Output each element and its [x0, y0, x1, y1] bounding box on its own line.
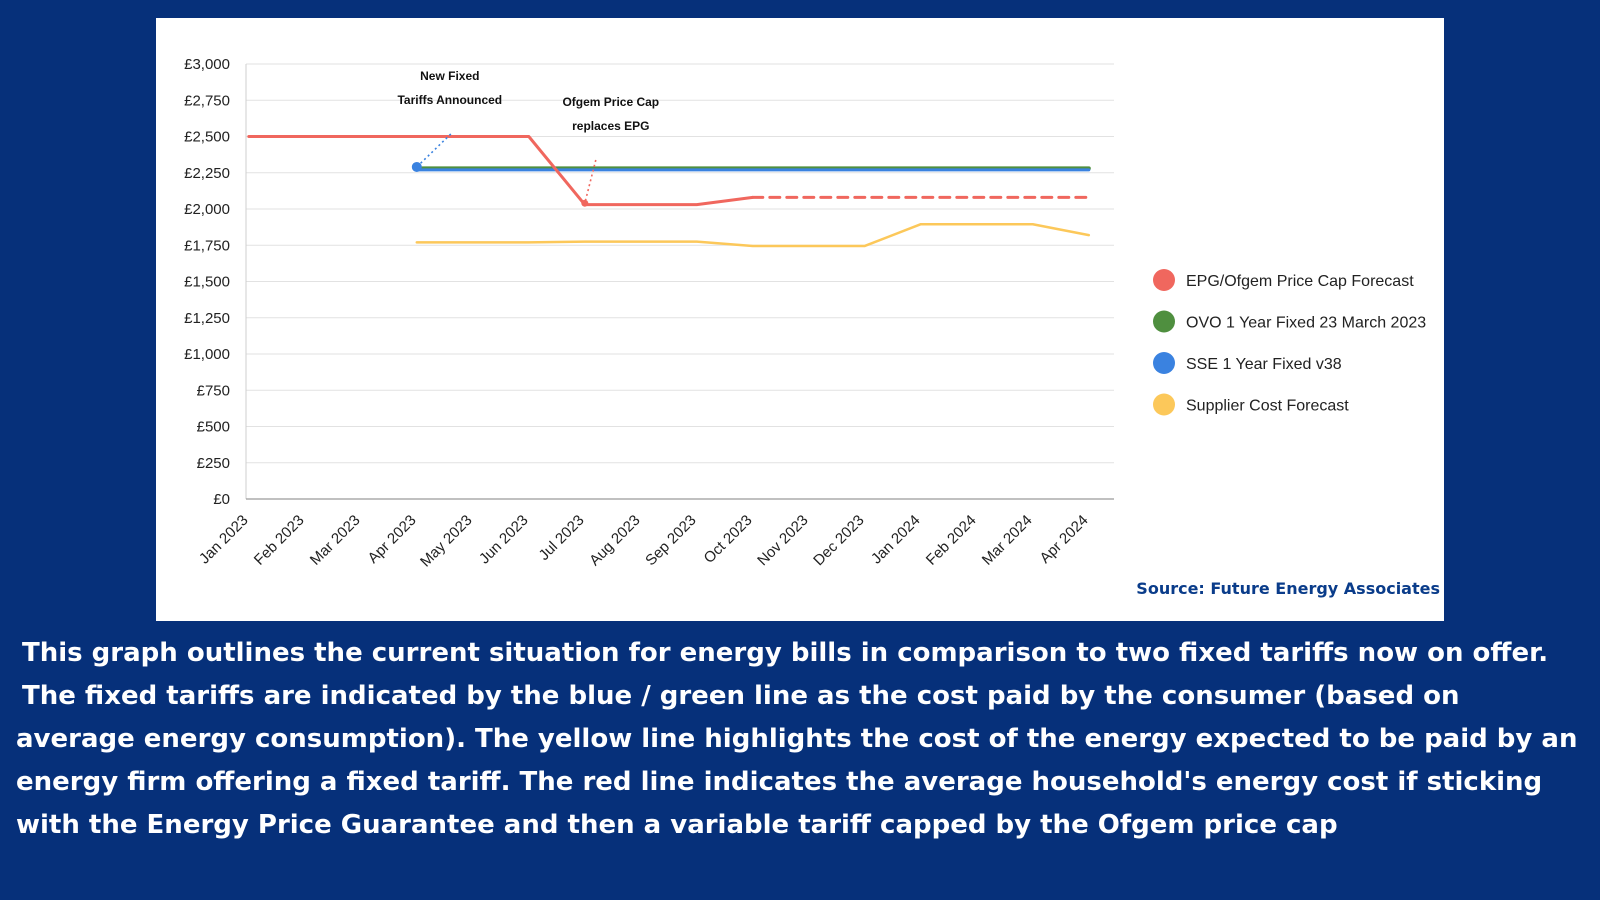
- y-tick-label: £500: [197, 419, 230, 436]
- legend-marker: [1153, 352, 1175, 374]
- source-label: Source: Future Energy Associates: [1136, 579, 1440, 598]
- x-tick-label: Nov 2023: [754, 512, 811, 569]
- caption-paragraph-2-rest: average energy consumption). The yellow …: [16, 724, 1578, 840]
- y-tick-label: £2,250: [184, 165, 230, 182]
- y-tick-label: £3,000: [184, 56, 230, 73]
- legend-marker: [1153, 310, 1175, 333]
- x-tick-label: Oct 2023: [701, 512, 756, 567]
- x-tick-label: Jan 2023: [196, 512, 252, 568]
- legend-marker: [1153, 269, 1175, 291]
- x-tick-label: Aug 2023: [586, 512, 643, 569]
- x-tick-label: Jan 2024: [868, 512, 924, 568]
- caption-paragraph-2-first-line: The fixed tariffs are indicated by the b…: [22, 681, 1460, 711]
- x-tick-label: Feb 2023: [251, 512, 308, 569]
- x-tick-label: Jun 2023: [476, 512, 532, 568]
- chart-card: £3,000 £2,750 £2,500 £2,250 £2,000 £1,750 £1,5…: [156, 18, 1444, 621]
- y-tick-label: £1,500: [184, 274, 230, 291]
- annotation-pointer: [416, 133, 452, 168]
- y-tick-label: £2,500: [184, 129, 230, 146]
- legend-label: EPG/Ofgem Price Cap Forecast: [1186, 273, 1414, 290]
- y-tick-label: £1,000: [184, 346, 230, 363]
- legend-marker: [1153, 393, 1175, 416]
- legend-label: Supplier Cost Forecast: [1186, 398, 1349, 415]
- x-tick-label: Mar 2023: [307, 512, 364, 569]
- x-tick-label: Feb 2024: [923, 512, 980, 569]
- line-chart: £3,000 £2,750 £2,500 £2,250 £2,000 £1,750 £1,5…: [184, 56, 1440, 598]
- x-tick-label: Sep 2023: [642, 512, 699, 569]
- x-tick-label: Dec 2023: [810, 512, 867, 569]
- annotation-label: New Fixed: [420, 69, 479, 83]
- x-tick-label: Apr 2024: [1037, 512, 1092, 567]
- series-line-supplier-cost: [415, 222, 1091, 248]
- x-tick-label: Jul 2023: [536, 512, 588, 564]
- y-tick-label: £2,750: [184, 92, 230, 109]
- legend-label: SSE 1 Year Fixed v38: [1186, 356, 1342, 373]
- annotation-marker: [581, 199, 589, 207]
- x-tick-label: Apr 2023: [365, 512, 420, 567]
- caption-paragraph-2: The fixed tariffs are indicated by the b…: [16, 675, 1591, 847]
- y-tick-label: £1,750: [184, 237, 230, 254]
- series-line-epg: [247, 135, 755, 207]
- annotation-marker: [411, 161, 422, 172]
- y-tick-label: £750: [197, 382, 230, 399]
- y-tick-label: £250: [197, 455, 230, 472]
- y-tick-label: £0: [213, 491, 230, 508]
- x-tick-label: May 2023: [417, 512, 476, 571]
- annotation-label: Ofgem Price Cap: [562, 95, 659, 109]
- caption-paragraph-1: This graph outlines the current situatio…: [22, 638, 1549, 668]
- caption: This graph outlines the current situatio…: [16, 632, 1591, 847]
- legend-label: OVO 1 Year Fixed 23 March 2023: [1186, 315, 1426, 332]
- x-tick-label: Mar 2024: [979, 512, 1036, 569]
- y-tick-label: £1,250: [184, 310, 230, 327]
- annotation-label: replaces EPG: [572, 119, 649, 133]
- annotation-label: Tariffs Announced: [397, 93, 502, 107]
- y-tick-label: £2,000: [184, 201, 230, 218]
